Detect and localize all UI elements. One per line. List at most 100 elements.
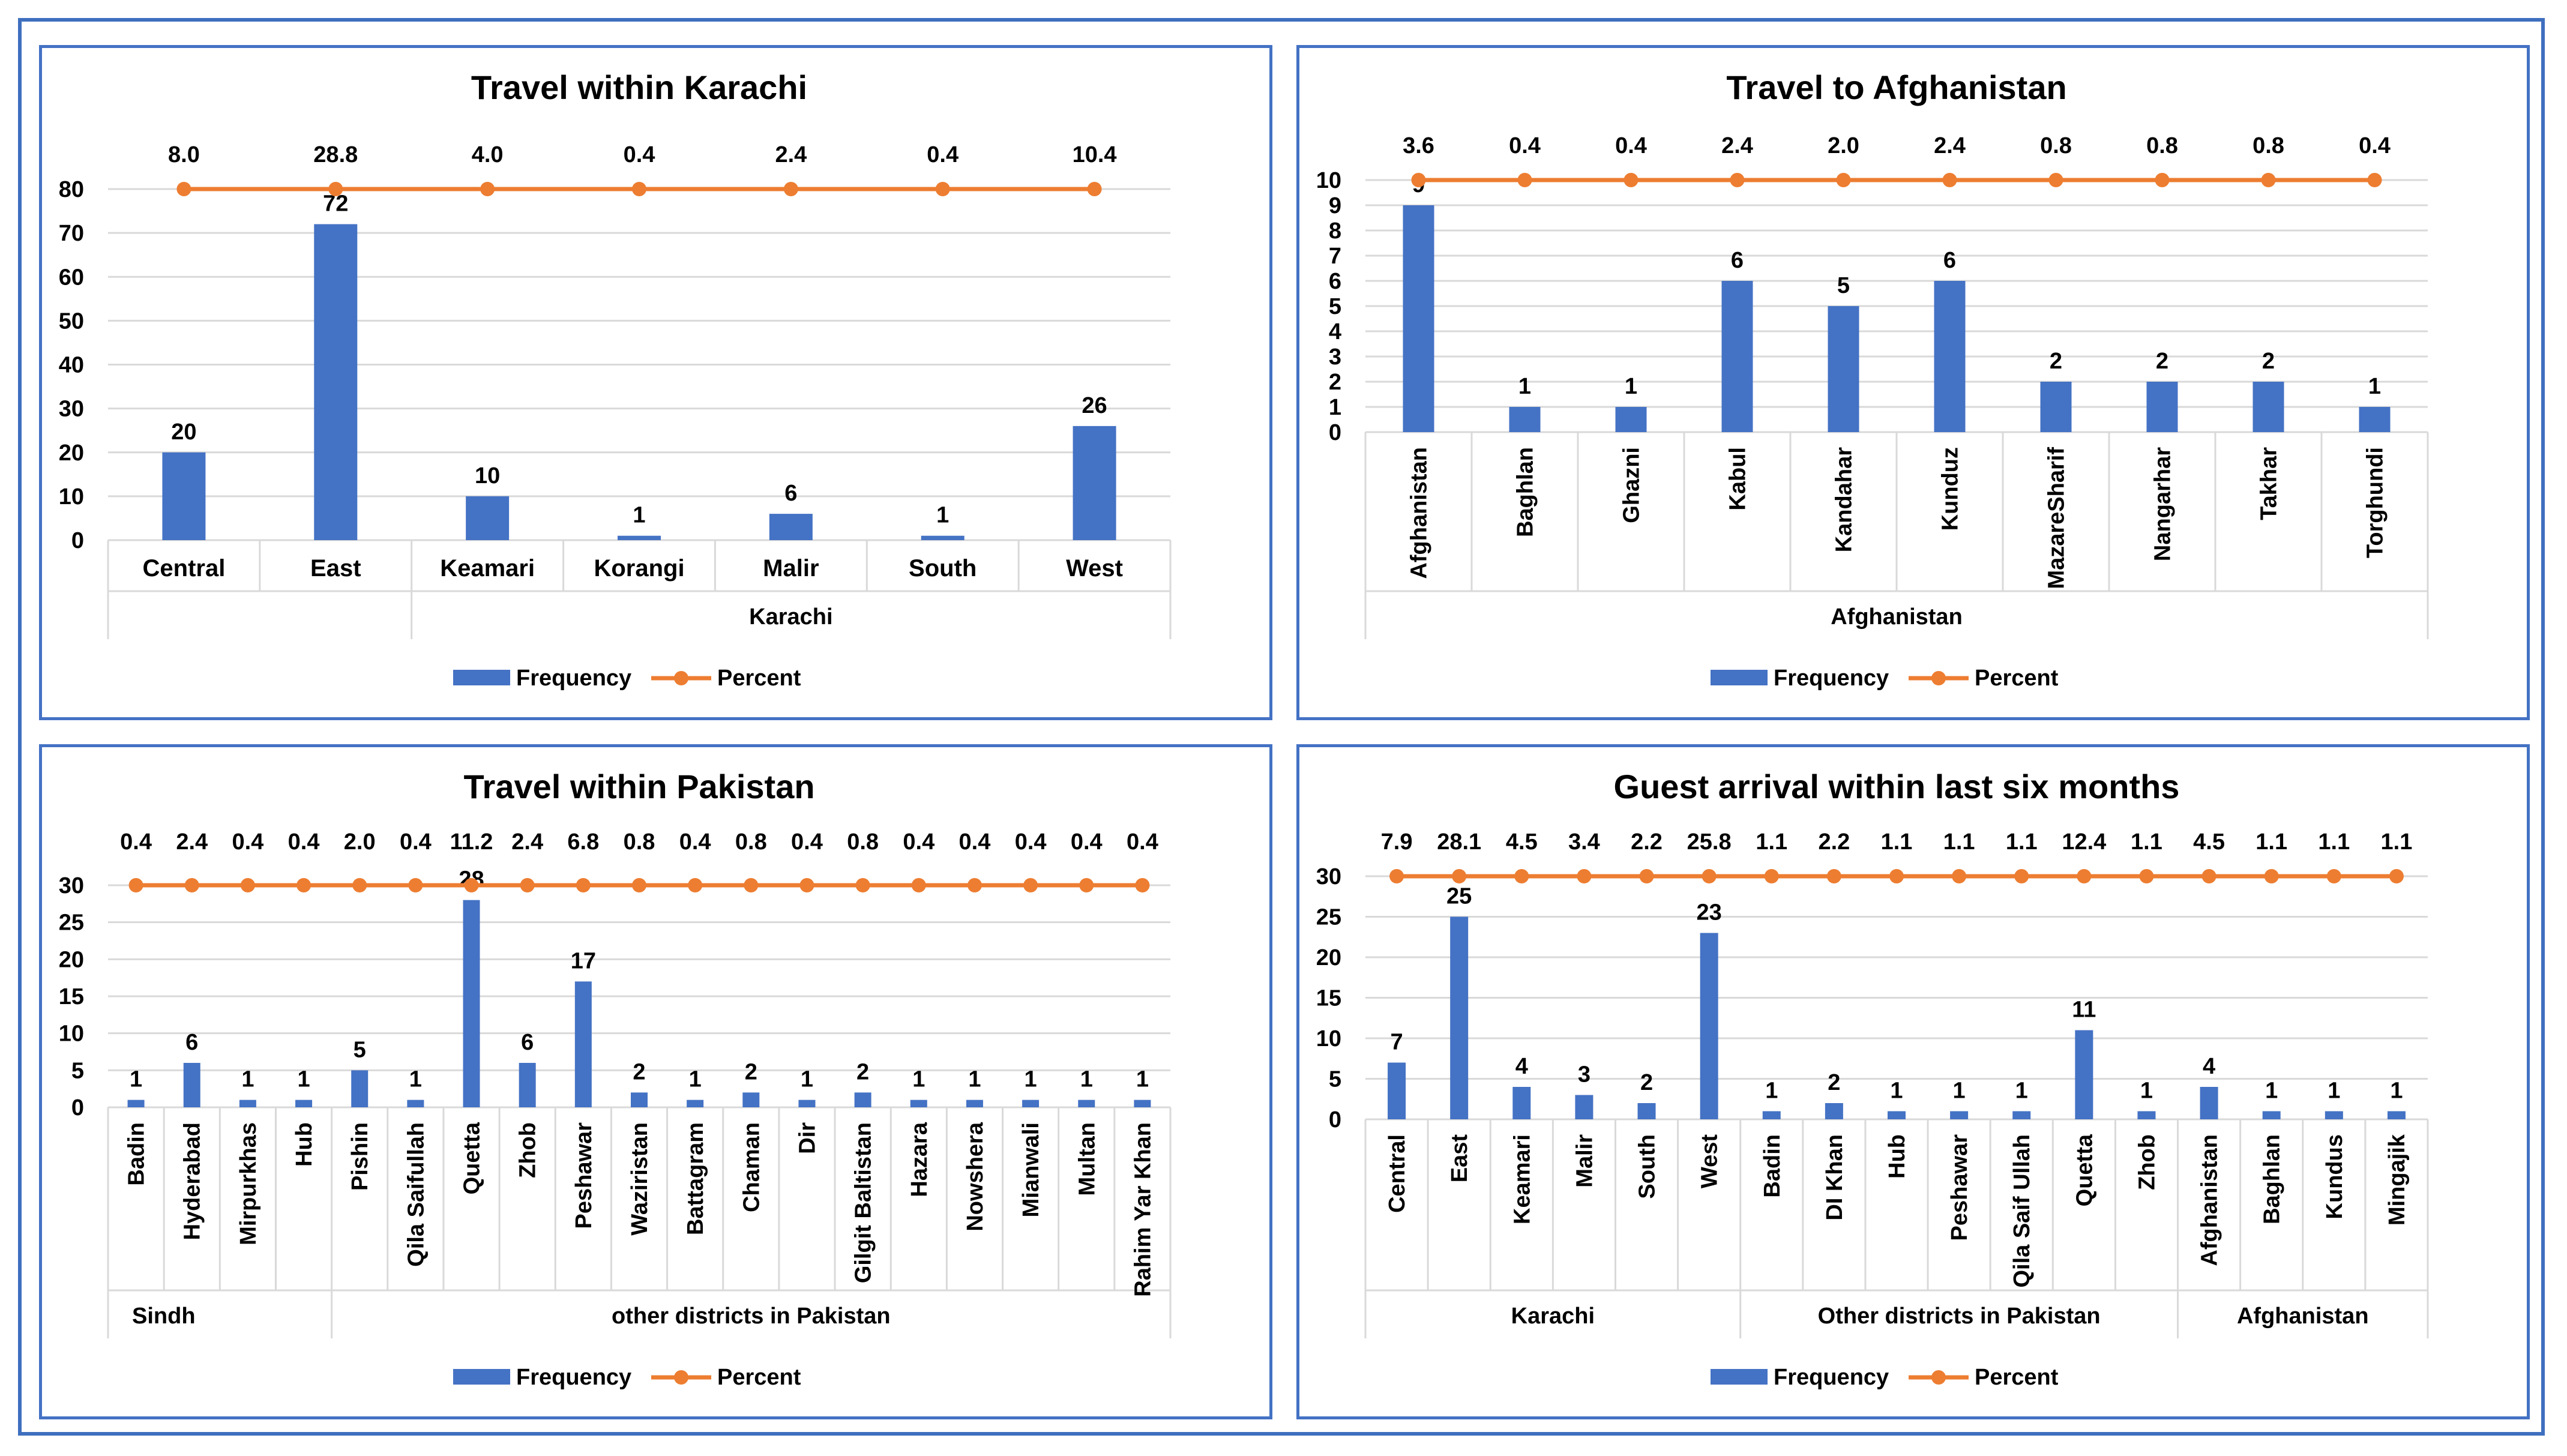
percent-value-label: 0.8 bbox=[2253, 133, 2284, 158]
bar-mirpurkhas bbox=[239, 1100, 256, 1107]
bar-value-label: 1 bbox=[968, 1067, 981, 1092]
bar-south bbox=[921, 535, 965, 540]
percent-point-badin bbox=[1764, 869, 1779, 883]
legend-label-percent: Percent bbox=[1975, 1365, 2059, 1390]
category-label: Ghazni bbox=[1619, 447, 1645, 523]
percent-point-dir bbox=[799, 878, 814, 892]
bar-hazara bbox=[910, 1100, 927, 1107]
bar-value-label: 6 bbox=[1943, 248, 1956, 273]
legend-marker-percent bbox=[1931, 671, 1946, 685]
percent-value-label: 1.1 bbox=[2318, 829, 2350, 855]
chart-title: Travel within Pakistan bbox=[463, 768, 814, 805]
category-label: Pishin bbox=[348, 1122, 373, 1191]
bar-kunduz bbox=[1934, 281, 1966, 432]
bar-value-label: 1 bbox=[801, 1067, 813, 1092]
percent-value-label: 3.4 bbox=[1568, 829, 1600, 855]
bar-value-label: 1 bbox=[936, 503, 949, 528]
bar-central bbox=[1388, 1062, 1406, 1119]
category-label: Hazara bbox=[907, 1122, 932, 1197]
percent-value-label: 1.1 bbox=[1943, 829, 1975, 855]
percent-value-label: 25.8 bbox=[1687, 829, 1732, 855]
group-label-karachi: Karachi bbox=[749, 604, 832, 630]
bar-value-label: 1 bbox=[1136, 1067, 1149, 1092]
bar-ghazni bbox=[1615, 407, 1647, 432]
percent-value-label: 2.2 bbox=[1818, 829, 1850, 855]
category-label: Gilgit Baltistan bbox=[851, 1122, 876, 1283]
bar-qila-saifullah bbox=[407, 1100, 424, 1107]
percent-value-label: 0.4 bbox=[903, 829, 934, 855]
bar-value-label: 1 bbox=[297, 1067, 310, 1092]
percent-value-label: 0.4 bbox=[2359, 133, 2391, 158]
bar-value-label: 1 bbox=[1765, 1078, 1778, 1104]
bar-takhar bbox=[2253, 382, 2284, 432]
legend-swatch-frequency bbox=[1711, 1369, 1768, 1385]
percent-value-label: 0.4 bbox=[1127, 829, 1158, 855]
chart-panel-guest-arrival: Guest arrival within last six months 0 5 10… bbox=[1296, 744, 2530, 1419]
percent-value-label: 0.8 bbox=[735, 829, 767, 855]
bar-value-label: 1 bbox=[1080, 1067, 1093, 1092]
category-label: Keamari bbox=[1509, 1134, 1535, 1224]
percent-point-kunduz bbox=[1942, 173, 1957, 187]
bar-qila-saif-ullah bbox=[2012, 1111, 2031, 1119]
percent-point-keamari bbox=[480, 182, 495, 196]
bar-keamari bbox=[1512, 1087, 1531, 1119]
chart-panel-travel-to-afghanistan: Travel to Afghanistan0123456789109116562… bbox=[1296, 45, 2530, 720]
bar-quetta bbox=[2075, 1030, 2093, 1119]
percent-value-label: 2.0 bbox=[1828, 133, 1859, 158]
category-label: Keamari bbox=[440, 555, 535, 582]
percent-value-label: 0.4 bbox=[1015, 829, 1047, 855]
category-label: Nowshera bbox=[963, 1122, 988, 1231]
category-label: Hub bbox=[292, 1122, 317, 1167]
category-label: Afghanistan bbox=[1407, 447, 1432, 579]
bar-value-label: 1 bbox=[241, 1067, 254, 1092]
percent-value-label: 2.4 bbox=[775, 142, 807, 167]
y-tick-label: 0 bbox=[71, 1095, 84, 1121]
bar-value-label: 25 bbox=[1446, 884, 1472, 909]
bar-value-label: 7 bbox=[1390, 1030, 1403, 1055]
legend-label-frequency: Frequency bbox=[516, 666, 631, 691]
bar-value-label: 2 bbox=[856, 1059, 869, 1084]
percent-point-west bbox=[1702, 869, 1717, 883]
percent-point-quetta bbox=[464, 878, 479, 892]
percent-value-label: 11.2 bbox=[450, 829, 493, 855]
percent-value-label: 0.4 bbox=[959, 829, 991, 855]
percent-value-label: 4.5 bbox=[2193, 829, 2225, 855]
bar-value-label: 6 bbox=[521, 1030, 534, 1055]
bar-value-label: 1 bbox=[2368, 374, 2381, 399]
bar-torghundi bbox=[2359, 407, 2391, 432]
percent-point-rahim-yar-khan bbox=[1135, 878, 1150, 892]
category-label: West bbox=[1066, 555, 1123, 582]
percent-point-kabul bbox=[1730, 173, 1745, 187]
category-label: DI Khan bbox=[1822, 1134, 1847, 1221]
legend-marker-percent bbox=[674, 1370, 688, 1385]
y-tick-label: 20 bbox=[59, 441, 84, 466]
category-label: Badin bbox=[124, 1122, 149, 1186]
bar-nangarhar bbox=[2146, 382, 2178, 432]
percent-point-qila-saifullah bbox=[408, 878, 423, 892]
percent-value-label: 0.8 bbox=[2040, 133, 2072, 158]
bar-peshawar bbox=[1950, 1111, 1969, 1119]
legend-swatch-frequency bbox=[1711, 670, 1768, 685]
bar-value-label: 1 bbox=[409, 1067, 422, 1092]
percent-value-label: 7.9 bbox=[1381, 829, 1413, 855]
percent-point-qila-saif-ullah bbox=[2014, 869, 2029, 883]
percent-point-kandahar bbox=[1836, 173, 1851, 187]
bar-pishin bbox=[351, 1070, 369, 1107]
legend-label-frequency: Frequency bbox=[516, 1365, 631, 1390]
bar-peshawar bbox=[574, 981, 592, 1107]
percent-point-gilgit-baltistan bbox=[855, 878, 870, 892]
y-tick-label: 25 bbox=[1316, 905, 1341, 930]
category-label: Kundus bbox=[2322, 1134, 2347, 1219]
percent-point-afghanistan bbox=[1411, 173, 1426, 187]
percent-point-quetta bbox=[2077, 869, 2092, 883]
percent-value-label: 6.8 bbox=[567, 829, 599, 855]
bar-value-label: 6 bbox=[784, 481, 797, 506]
percent-point-zhob bbox=[2139, 869, 2154, 883]
bar-waziristan bbox=[631, 1092, 648, 1107]
bar-mazaresharif bbox=[2040, 382, 2072, 432]
category-label: Nangarhar bbox=[2150, 447, 2176, 561]
percent-point-south bbox=[1639, 869, 1654, 883]
category-label: Kabul bbox=[1726, 447, 1751, 511]
bar-value-label: 23 bbox=[1697, 900, 1722, 925]
percent-point-peshawar bbox=[1952, 869, 1967, 883]
